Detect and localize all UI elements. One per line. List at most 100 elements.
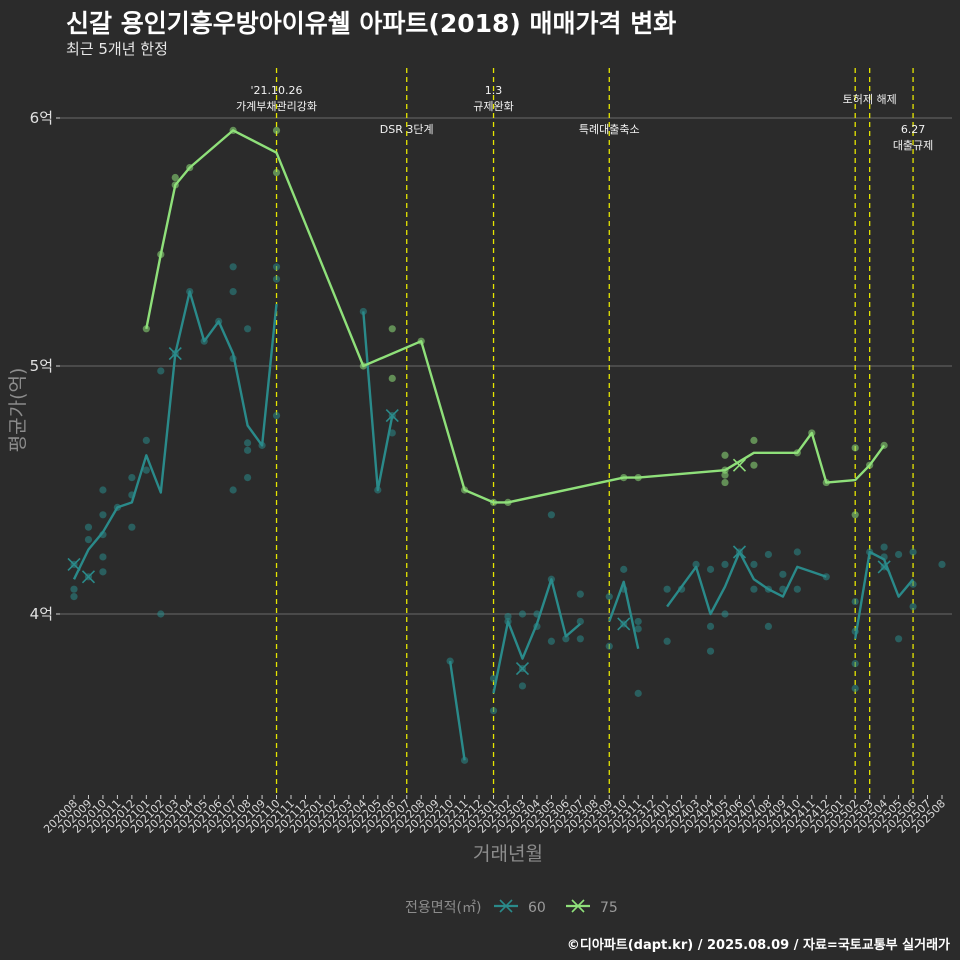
annotation-label: '21.10.26	[251, 84, 303, 97]
point-60	[663, 637, 671, 645]
legend: 전용면적(㎡) 60 75	[405, 899, 618, 916]
point-75	[721, 451, 729, 459]
legend-label-75: 75	[600, 900, 618, 916]
point-75	[851, 511, 859, 519]
point-60	[706, 565, 715, 573]
point-60	[504, 612, 512, 621]
y-axis-title: 평균가(억)	[7, 368, 29, 453]
y-axis-ticks: 4억 5억 6억	[30, 109, 60, 623]
x-axis-ticks: 2020082020092020102020112020122021012021…	[41, 795, 948, 836]
point-60	[229, 263, 237, 271]
point-60	[721, 560, 729, 569]
annotation-label: 토허제 해제	[843, 92, 897, 106]
marker-75	[732, 458, 747, 472]
marker-60	[67, 557, 81, 571]
point-60	[229, 486, 237, 494]
annotation-label: 특례대출축소	[579, 123, 640, 136]
point-60	[721, 610, 729, 618]
point-60	[244, 325, 252, 333]
line-60	[362, 311, 394, 492]
point-75	[851, 444, 859, 452]
point-60	[764, 622, 773, 631]
point-60	[272, 263, 281, 271]
point-60	[518, 682, 527, 690]
point-60	[518, 610, 527, 618]
marker-60	[617, 617, 631, 631]
point-60	[909, 602, 917, 611]
legend-marker-75	[571, 899, 585, 913]
highlight-markers	[67, 347, 891, 676]
annotation-label: 가계부채관리강화	[236, 100, 317, 113]
point-60	[576, 617, 584, 626]
line-60	[448, 660, 466, 761]
point-60	[128, 523, 136, 531]
line-60	[608, 580, 640, 649]
source-caption: ©디아파트(dapt.kr) / 2025.08.09 / 자료=국토교통부 실…	[566, 938, 950, 953]
marker-60	[877, 560, 891, 574]
marker-60	[81, 570, 96, 584]
point-60	[244, 474, 252, 482]
point-60	[605, 593, 613, 601]
point-75	[388, 374, 396, 382]
annotation-label: 1.3	[485, 84, 503, 97]
line-75	[145, 129, 886, 504]
point-60	[142, 436, 150, 444]
legend-label-60: 60	[528, 900, 546, 916]
point-60	[562, 635, 570, 643]
point-60	[634, 625, 642, 633]
point-60	[750, 585, 758, 593]
point-60	[895, 550, 903, 559]
point-60	[663, 585, 671, 593]
point-75	[272, 126, 281, 134]
point-60	[157, 367, 165, 375]
point-60	[244, 446, 252, 454]
grid-lines	[60, 117, 952, 615]
annotation-label: 대출규제	[893, 139, 933, 152]
point-60	[692, 560, 700, 569]
point-60	[99, 486, 107, 494]
line-60	[854, 550, 915, 639]
point-60	[706, 647, 715, 655]
point-60	[938, 560, 946, 569]
point-60	[99, 511, 107, 519]
annotation-label: 6.27	[901, 123, 926, 136]
point-60	[128, 474, 136, 482]
point-75	[750, 461, 758, 469]
point-60	[880, 543, 888, 551]
point-75	[721, 478, 729, 487]
point-75	[171, 173, 179, 182]
point-60	[793, 548, 801, 556]
legend-title: 전용면적(㎡)	[405, 900, 481, 916]
line-60	[666, 550, 827, 616]
point-60	[84, 536, 93, 544]
chart-title: 신갈 용인기흥우방아이유쉘 아파트(2018) 매매가격 변화	[66, 9, 677, 38]
point-60	[750, 560, 758, 569]
point-60	[895, 635, 903, 643]
y-tick-label: 5억	[30, 357, 53, 375]
point-60	[142, 466, 150, 474]
marker-60	[168, 347, 182, 361]
point-75	[721, 471, 729, 479]
point-60	[547, 637, 556, 645]
chart-subtitle: 최근 5개년 한정	[66, 40, 168, 58]
marker-60	[515, 661, 530, 676]
point-60	[157, 610, 165, 618]
point-60	[706, 622, 715, 631]
point-60	[620, 565, 628, 573]
point-60	[70, 585, 78, 593]
point-60	[851, 660, 859, 668]
annotation-label: 규제완화	[473, 100, 513, 113]
y-tick-label: 4억	[30, 605, 53, 623]
legend-marker-60	[499, 899, 513, 913]
x-axis-title: 거래년월	[473, 843, 543, 865]
point-60	[634, 689, 642, 697]
policy-lines	[275, 68, 914, 795]
point-60	[99, 553, 107, 561]
line-60	[492, 578, 582, 694]
point-60	[84, 523, 93, 531]
point-60	[851, 684, 859, 693]
point-60	[634, 617, 642, 626]
point-60	[576, 590, 584, 598]
